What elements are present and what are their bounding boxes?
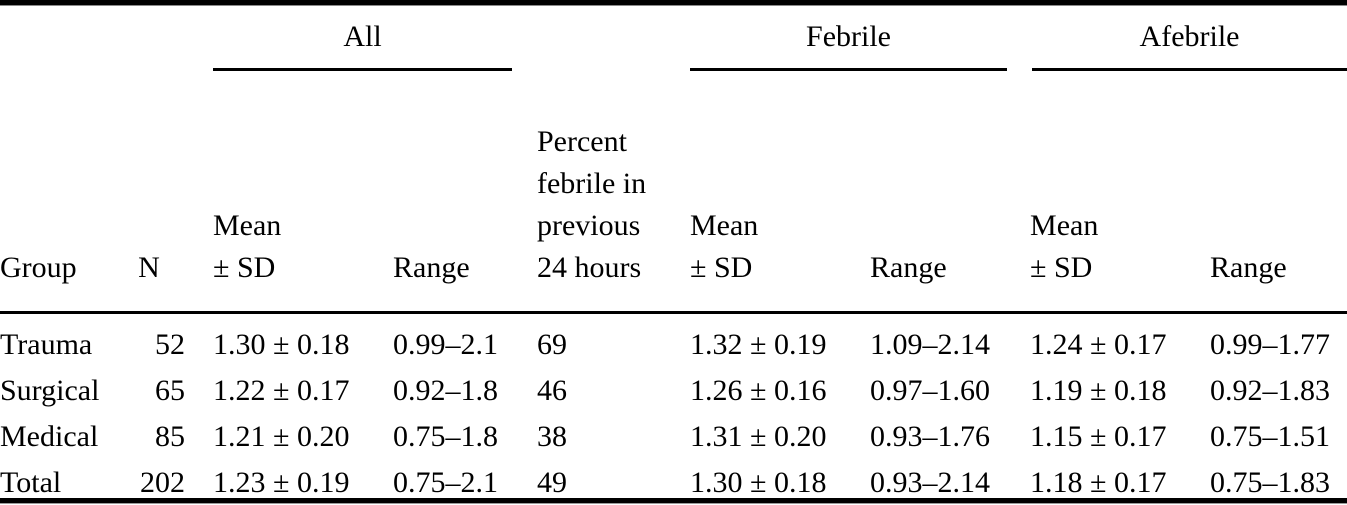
cell-group: Surgical [0,374,100,407]
cell-febrile-range: 1.09–2.14 [870,328,990,361]
col-header-all-mean-sd: Mean ± SD [185,72,393,314]
cell-all-range: 0.92–1.8 [393,374,498,407]
cell-afebrile-mean-sd: 1.18 ± 0.17 [1030,466,1167,499]
cell-all-mean-sd: 1.23 ± 0.19 [213,466,350,499]
table-row: Total 202 1.23 ± 0.19 0.75–2.1 49 1.30 ±… [0,460,1347,505]
cell-febrile-mean-sd: 1.26 ± 0.16 [690,374,827,407]
group-header-row: All Febrile Afebrile [0,6,1347,72]
group-header-all: All [213,6,512,71]
column-header-row: Group N Mean ± SD Range Percent febrile … [0,72,1347,314]
cell-all-range: 0.75–1.8 [393,420,498,453]
cell-group: Trauma [0,328,93,361]
group-header-febrile-cell: Febrile [690,6,1030,72]
cell-afebrile-mean-sd: 1.19 ± 0.18 [1030,374,1167,407]
cell-afebrile-mean-sd: 1.15 ± 0.17 [1030,420,1167,453]
table-top-rule [0,0,1347,6]
group-header-spacer [0,6,185,72]
col-header-pct-febrile: Percent febrile in previous 24 hours [537,72,690,314]
cell-n: 85 [155,420,185,453]
col-header-febrile-range: Range [870,72,1031,314]
cell-febrile-range: 0.93–1.76 [870,420,990,453]
table-bottom-rule [0,498,1347,504]
cell-afebrile-mean-sd: 1.24 ± 0.17 [1030,328,1167,361]
group-header-afebrile: Afebrile [1032,6,1347,71]
group-header-spacer [537,6,690,72]
cell-group: Total [0,466,62,499]
cell-pct-febrile: 46 [537,374,567,407]
cell-all-range: 0.75–2.1 [393,466,498,499]
cell-afebrile-range: 0.92–1.83 [1210,374,1331,407]
group-header-all-cell: All [185,6,537,72]
col-header-n: N [113,72,185,314]
results-table: All Febrile Afebrile Group N Mean ± SD R… [0,6,1347,505]
cell-all-mean-sd: 1.30 ± 0.18 [213,328,350,361]
cell-group: Medical [0,420,99,453]
cell-febrile-mean-sd: 1.31 ± 0.20 [690,420,827,453]
cell-n: 52 [155,328,185,361]
cell-febrile-range: 0.93–2.14 [870,466,990,499]
col-header-group: Group [0,72,113,314]
cell-all-mean-sd: 1.21 ± 0.20 [213,420,350,453]
cell-pct-febrile: 49 [537,466,567,499]
table-row: Trauma 52 1.30 ± 0.18 0.99–2.1 69 1.32 ±… [0,313,1347,369]
col-header-afebrile-range: Range [1210,72,1347,314]
cell-febrile-range: 0.97–1.60 [870,374,990,407]
group-header-febrile: Febrile [690,6,1008,71]
group-header-afebrile-cell: Afebrile [1030,6,1347,72]
table-row: Surgical 65 1.22 ± 0.17 0.92–1.8 46 1.26… [0,368,1347,414]
cell-afebrile-range: 0.75–1.51 [1210,420,1331,453]
cell-afebrile-range: 0.75–1.83 [1210,466,1331,499]
cell-all-mean-sd: 1.22 ± 0.17 [213,374,350,407]
cell-pct-febrile: 69 [537,328,567,361]
col-header-febrile-mean-sd: Mean ± SD [690,72,870,314]
cell-pct-febrile: 38 [537,420,567,453]
col-header-all-range: Range [393,72,537,314]
cell-n: 202 [140,466,185,499]
cell-febrile-mean-sd: 1.30 ± 0.18 [690,466,827,499]
cell-all-range: 0.99–2.1 [393,328,498,361]
col-header-afebrile-mean-sd: Mean ± SD [1030,72,1211,314]
cell-n: 65 [155,374,185,407]
cell-febrile-mean-sd: 1.32 ± 0.19 [690,328,827,361]
table-row: Medical 85 1.21 ± 0.20 0.75–1.8 38 1.31 … [0,414,1347,460]
cell-afebrile-range: 0.99–1.77 [1210,328,1331,361]
